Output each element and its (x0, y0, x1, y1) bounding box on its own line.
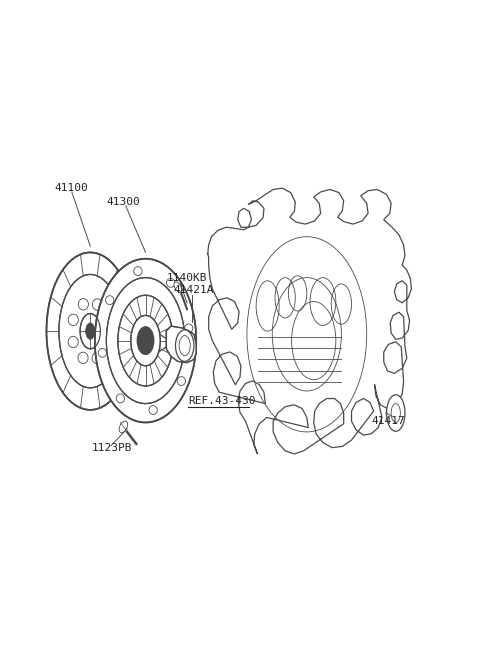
Ellipse shape (167, 278, 175, 287)
Ellipse shape (149, 405, 157, 415)
Ellipse shape (137, 327, 154, 354)
Ellipse shape (116, 394, 125, 403)
Ellipse shape (184, 324, 193, 333)
Ellipse shape (85, 323, 95, 339)
Text: 41417: 41417 (372, 416, 405, 426)
Ellipse shape (106, 296, 114, 304)
Ellipse shape (131, 316, 160, 366)
Ellipse shape (174, 282, 181, 293)
Text: 41300: 41300 (107, 197, 140, 207)
Text: 41100: 41100 (55, 183, 88, 193)
Ellipse shape (59, 274, 121, 388)
Ellipse shape (134, 267, 142, 276)
Ellipse shape (98, 348, 107, 358)
Ellipse shape (119, 421, 128, 433)
Text: 1140KB: 1140KB (166, 274, 207, 283)
Ellipse shape (177, 377, 186, 386)
Ellipse shape (107, 277, 185, 403)
Ellipse shape (95, 258, 196, 422)
Text: REF.43-430: REF.43-430 (188, 396, 256, 405)
Text: 1123PB: 1123PB (92, 443, 132, 453)
Text: 41421A: 41421A (173, 285, 214, 295)
Polygon shape (166, 326, 196, 363)
Ellipse shape (386, 395, 405, 431)
Ellipse shape (80, 314, 100, 349)
Ellipse shape (47, 253, 134, 410)
Polygon shape (208, 188, 411, 454)
Ellipse shape (118, 295, 173, 386)
Ellipse shape (176, 330, 194, 361)
